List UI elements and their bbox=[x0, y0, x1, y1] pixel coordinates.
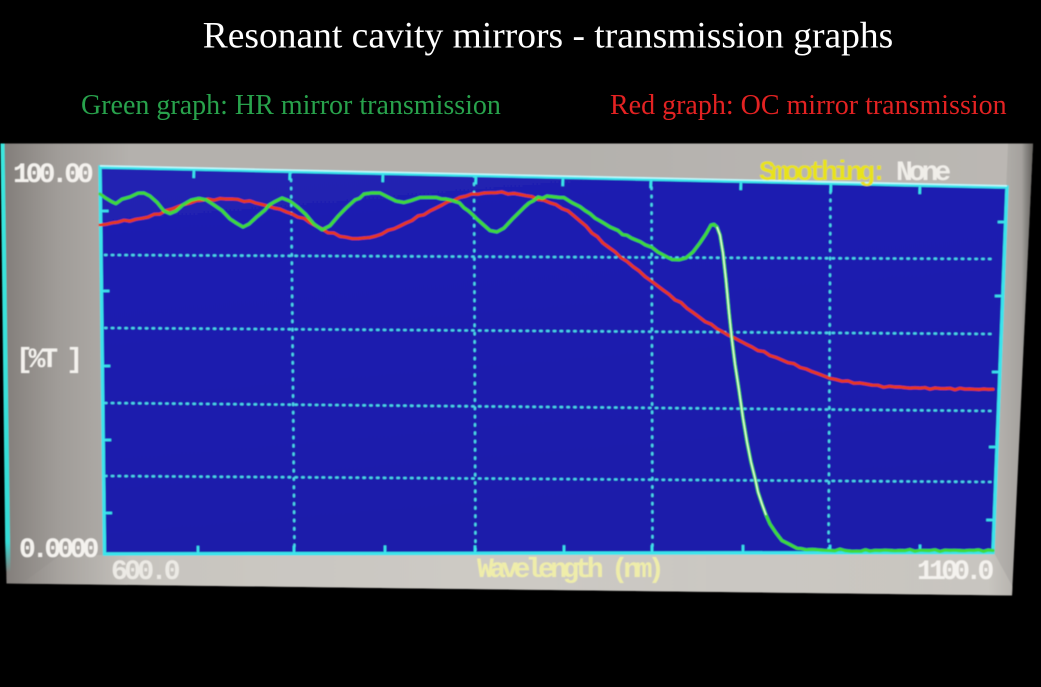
svg-text:Red graph: OC mirror transmiss: Red graph: OC mirror transmission bbox=[610, 90, 1007, 121]
svg-text:1100.0: 1100.0 bbox=[917, 557, 994, 588]
svg-text:0.0000: 0.0000 bbox=[19, 535, 99, 566]
svg-text:Resonant cavity mirrors - tran: Resonant cavity mirrors - transmission g… bbox=[203, 16, 894, 57]
svg-text:100.00: 100.00 bbox=[13, 160, 93, 191]
svg-text:600.0: 600.0 bbox=[111, 557, 180, 588]
svg-text:[%T ]: [%T ] bbox=[16, 345, 79, 376]
svg-text:Green graph: HR mirror transmi: Green graph: HR mirror transmission bbox=[81, 90, 501, 121]
svg-text:None: None bbox=[896, 158, 950, 189]
svg-text:Smoothing:: Smoothing: bbox=[759, 158, 883, 189]
svg-text:Wavelength (nm): Wavelength (nm) bbox=[477, 555, 661, 586]
